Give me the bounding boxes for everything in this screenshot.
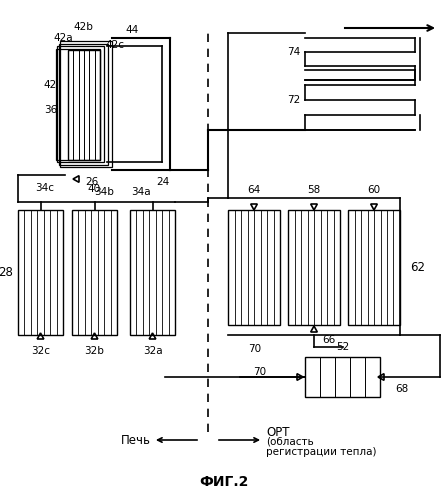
- Text: 68: 68: [396, 384, 409, 394]
- Text: 24: 24: [156, 177, 169, 187]
- Bar: [68, 50, 100, 160]
- Text: ФИГ.2: ФИГ.2: [199, 475, 249, 489]
- Text: 36: 36: [44, 105, 57, 115]
- Text: 32a: 32a: [142, 346, 162, 356]
- Bar: [228, 210, 280, 325]
- Text: 64: 64: [247, 185, 261, 195]
- Text: 42a: 42a: [53, 33, 73, 43]
- Text: 44: 44: [125, 25, 138, 35]
- Text: Печь: Печь: [121, 434, 151, 446]
- Bar: [348, 210, 400, 325]
- Text: ОРТ: ОРТ: [266, 426, 289, 438]
- Text: 32c: 32c: [31, 346, 50, 356]
- Bar: [18, 210, 63, 335]
- Text: 66: 66: [323, 335, 336, 345]
- Bar: [305, 357, 380, 397]
- Text: 34c: 34c: [35, 183, 54, 193]
- Text: 42b: 42b: [73, 22, 93, 32]
- Text: 70: 70: [249, 344, 262, 354]
- Text: 72: 72: [287, 95, 300, 105]
- Text: 40: 40: [87, 184, 100, 194]
- Text: 28: 28: [0, 266, 13, 279]
- Bar: [56, 48, 100, 160]
- Text: 58: 58: [307, 185, 321, 195]
- Text: 32b: 32b: [85, 346, 104, 356]
- Text: 70: 70: [254, 367, 267, 377]
- Bar: [288, 210, 340, 325]
- Text: 42: 42: [44, 80, 57, 90]
- Text: 26: 26: [85, 177, 98, 187]
- Text: 34a: 34a: [131, 187, 151, 197]
- Text: 34b: 34b: [95, 187, 114, 197]
- Text: 74: 74: [287, 47, 300, 57]
- Bar: [60, 41, 112, 167]
- Text: 62: 62: [410, 261, 425, 274]
- Bar: [72, 210, 117, 335]
- Text: (область: (область: [266, 437, 314, 447]
- Text: 52: 52: [336, 342, 349, 352]
- Bar: [59, 44, 108, 164]
- Text: регистрации тепла): регистрации тепла): [266, 447, 376, 457]
- Text: 60: 60: [367, 185, 380, 195]
- Text: 42c: 42c: [105, 40, 124, 50]
- Bar: [130, 210, 175, 335]
- Bar: [57, 46, 104, 162]
